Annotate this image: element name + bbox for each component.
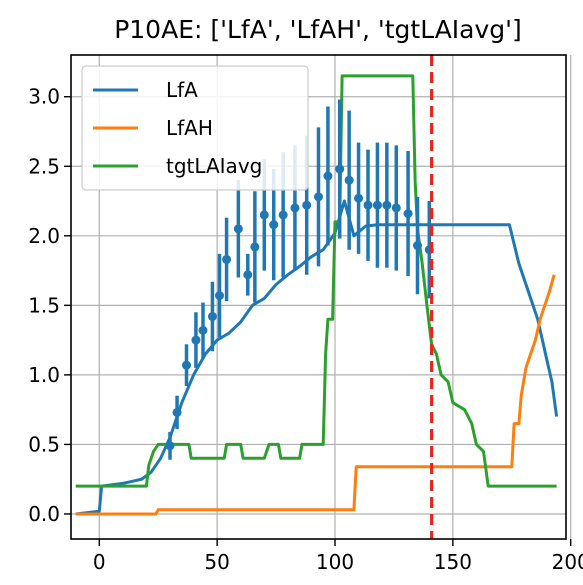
observation-point (382, 200, 392, 210)
x-tick-label: 0 (93, 550, 106, 574)
observation-point (269, 220, 279, 230)
x-tick-label: 50 (204, 550, 229, 574)
y-tick-label: 3.0 (28, 85, 60, 109)
observation-point (198, 325, 208, 335)
observation-point (243, 270, 253, 280)
observation-point (182, 360, 191, 370)
x-tick-label: 150 (434, 550, 472, 574)
observation-point (172, 407, 182, 417)
legend-label: tgtLAIavg (166, 154, 262, 178)
chart-title: P10AE: ['LfA', 'LfAH', 'tgtLAIavg'] (114, 15, 522, 44)
observation-point (354, 193, 364, 203)
observation-point (302, 200, 312, 210)
y-tick-label: 2.0 (28, 224, 60, 248)
y-tick-label: 0.0 (28, 502, 60, 526)
observation-point (344, 175, 354, 185)
x-tick-label: 100 (316, 550, 354, 574)
y-tick-label: 1.0 (28, 363, 60, 387)
observation-point (335, 164, 345, 174)
x-tick-label: 200 (552, 550, 583, 574)
legend-box (81, 65, 309, 191)
observation-point (314, 192, 323, 202)
y-tick-label: 1.5 (28, 293, 60, 317)
series-line-lfah (75, 274, 556, 516)
observation-point (391, 203, 401, 213)
observation-point (215, 291, 224, 301)
observation-point (207, 311, 217, 321)
y-axis: 0.0 0.5 1.0 1.5 2.0 2.5 3.0 (28, 85, 71, 526)
y-tick-label: 0.5 (28, 432, 60, 456)
observation-point (259, 210, 269, 220)
observation-point (403, 209, 413, 219)
observation-point (165, 441, 175, 451)
observation-point (363, 200, 373, 210)
observation-point (222, 254, 232, 264)
observation-point (278, 210, 288, 220)
observation-point (233, 224, 243, 234)
legend-label: LfA (166, 78, 198, 102)
observation-point (323, 171, 333, 181)
x-axis: 0 50 100 150 200 (93, 539, 583, 574)
legend: LfA LfAH tgtLAIavg (81, 65, 309, 191)
observation-point (372, 200, 382, 210)
observation-point (250, 242, 260, 252)
observation-point (191, 335, 201, 345)
y-tick-label: 2.5 (28, 154, 60, 178)
series-line-tgtlaiavg (75, 74, 557, 488)
observation-point (290, 203, 300, 213)
axes-frame (70, 54, 567, 540)
legend-label: LfAH (166, 116, 213, 140)
observation-point (413, 241, 422, 251)
